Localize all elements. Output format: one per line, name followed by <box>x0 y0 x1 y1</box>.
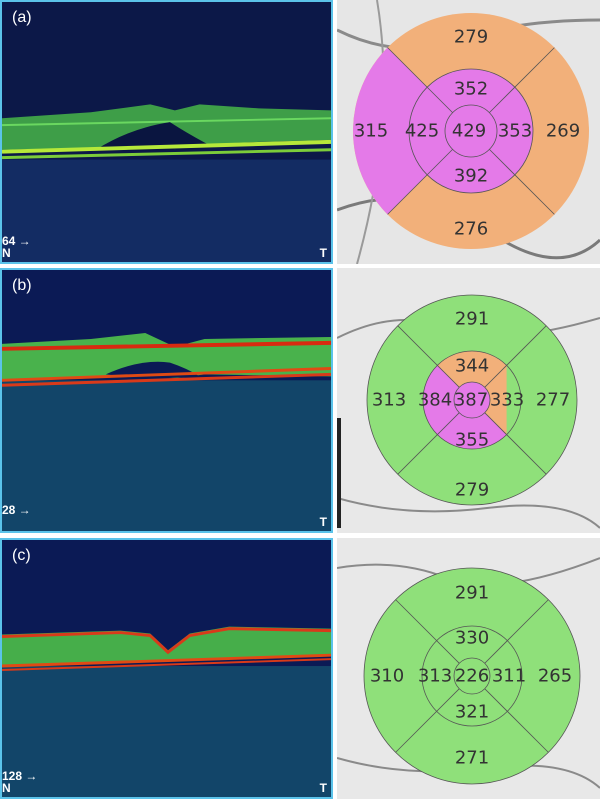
oct-scan-a: (a) 64 → N T <box>0 0 333 264</box>
scan-marker-b: 28 → <box>2 503 31 517</box>
center-value-a: 429 <box>452 121 486 142</box>
oct-scan-b: (b) 28 → T <box>0 268 333 533</box>
inner-superior-value-a: 352 <box>454 79 488 100</box>
inner-inferior-value-a: 392 <box>454 166 488 187</box>
thickness-map-c: 291 310 265 271 330 313 311 321 226 <box>337 538 600 799</box>
panel-label-b: (b) <box>12 277 32 294</box>
outer-temporal-value-b: 277 <box>536 390 570 411</box>
fundus-image-c: 291 310 265 271 330 313 311 321 226 <box>337 538 600 799</box>
oct-image-c <box>2 540 331 797</box>
outer-temporal-value-a: 269 <box>546 121 580 142</box>
scan-marker-a: 64 → <box>2 234 31 248</box>
oct-image-b <box>2 270 331 531</box>
temporal-label-a: T <box>319 246 327 260</box>
outer-temporal-value-c: 265 <box>538 666 572 687</box>
outer-nasal-value-a: 315 <box>354 121 388 142</box>
inner-inferior-value-b: 355 <box>455 430 489 451</box>
inner-temporal-value-c: 311 <box>492 666 526 687</box>
scan-marker-c: 128 → <box>2 769 38 783</box>
outer-inferior-value-c: 271 <box>455 748 489 769</box>
nasal-label-a: N <box>2 246 11 260</box>
oct-scan-c: (c) 128 → N T <box>0 538 333 799</box>
thickness-map-a: 279 315 269 276 352 425 353 392 429 <box>337 0 600 264</box>
temporal-label-b: T <box>319 515 327 529</box>
outer-nasal-value-b: 313 <box>372 390 406 411</box>
oct-image-a <box>2 2 331 262</box>
inner-nasal-value-c: 313 <box>418 666 452 687</box>
temporal-label-c: T <box>319 781 327 795</box>
nasal-label-c: N <box>2 781 11 795</box>
center-value-c: 226 <box>455 666 489 687</box>
outer-nasal-value-c: 310 <box>370 666 404 687</box>
outer-superior-value-a: 279 <box>454 27 488 48</box>
outer-superior-value-c: 291 <box>455 583 489 604</box>
inner-superior-value-c: 330 <box>455 628 489 649</box>
center-value-b: 387 <box>454 390 488 411</box>
outer-inferior-value-b: 279 <box>455 480 489 501</box>
inner-nasal-value-a: 425 <box>405 121 439 142</box>
inner-temporal-value-b: 333 <box>490 390 524 411</box>
panel-label-a: (a) <box>12 9 32 26</box>
inner-superior-value-b: 344 <box>455 356 489 377</box>
inner-temporal-value-a: 353 <box>498 121 532 142</box>
fundus-image-a: 279 315 269 276 352 425 353 392 429 <box>337 0 600 264</box>
inner-inferior-value-c: 321 <box>455 702 489 723</box>
inner-nasal-value-b: 384 <box>418 390 452 411</box>
fundus-image-b: 291 313 277 279 344 384 333 355 387 <box>337 268 600 533</box>
outer-superior-value-b: 291 <box>455 309 489 330</box>
outer-inferior-value-a: 276 <box>454 219 488 240</box>
panel-label-c: (c) <box>12 547 31 564</box>
thickness-map-b: 291 313 277 279 344 384 333 355 387 <box>337 268 600 533</box>
